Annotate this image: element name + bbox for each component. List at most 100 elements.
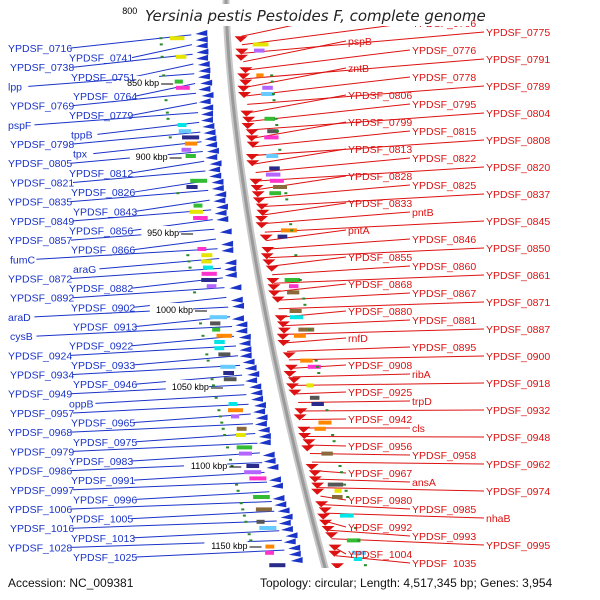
label-connector-right xyxy=(242,31,485,54)
label-connector-right xyxy=(281,319,411,327)
forward-gene-arrow xyxy=(221,247,234,253)
label-connector-right xyxy=(318,487,485,492)
cog-block xyxy=(201,278,217,282)
gene-label-left: oppB xyxy=(69,398,94,410)
green-tick xyxy=(274,117,278,120)
label-connector-left xyxy=(70,189,209,203)
gene-label-right: YPDSF_0825 xyxy=(412,180,476,192)
gene-label-right: YPDSF_0776 xyxy=(412,45,476,57)
gene-label-right: YPDSF_0778 xyxy=(412,72,476,84)
cog-block xyxy=(289,309,302,313)
label-connector-right xyxy=(259,184,411,199)
reverse-gene-arrow xyxy=(297,426,311,433)
gene-label-left: YPDSF_0946 xyxy=(73,379,137,391)
cog-block xyxy=(265,550,274,555)
label-connector-right xyxy=(283,328,485,335)
forward-gene-arrow xyxy=(266,464,279,470)
label-connector-left xyxy=(34,112,199,126)
gene-label-right: pspB xyxy=(348,36,372,48)
label-connector-right xyxy=(243,40,347,63)
gene-label-left: YPDSF_0983 xyxy=(69,456,133,468)
footer-backdrop xyxy=(0,568,600,600)
label-connector-right xyxy=(247,85,485,105)
gene-label-left: YPDSF_1016 xyxy=(10,523,74,535)
reverse-gene-arrow xyxy=(238,92,252,98)
reverse-gene-arrow xyxy=(298,433,312,439)
label-connector-left xyxy=(131,510,275,520)
reverse-gene-arrow xyxy=(325,532,339,539)
cog-block xyxy=(223,371,235,375)
reverse-gene-arrow xyxy=(277,327,291,334)
reverse-gene-arrow xyxy=(255,203,269,210)
forward-gene-arrow xyxy=(278,519,291,526)
cog-block xyxy=(220,364,236,369)
gene-label-left: YPDSF_0826 xyxy=(71,187,135,199)
reverse-gene-arrow xyxy=(311,482,325,489)
green-tick xyxy=(314,359,318,362)
green-tick xyxy=(338,465,342,467)
forward-gene-arrow xyxy=(224,259,237,266)
green-tick xyxy=(159,43,163,46)
gene-label-right: YPDSF_0845 xyxy=(486,216,550,228)
cog-block xyxy=(269,166,280,171)
cog-block xyxy=(331,495,343,499)
green-tick xyxy=(249,539,253,542)
cog-block xyxy=(267,129,279,134)
gene-label-right: YPDSF_1004 xyxy=(348,549,412,561)
green-tick xyxy=(270,80,274,83)
label-connector-left xyxy=(70,462,263,472)
label-connector-right xyxy=(316,478,411,483)
reverse-gene-arrow xyxy=(240,110,254,117)
label-connector-right xyxy=(253,139,485,156)
green-tick xyxy=(206,359,210,362)
reverse-gene-arrow xyxy=(245,129,259,136)
cog-block xyxy=(252,42,269,47)
label-connector-left xyxy=(34,306,229,318)
gene-label-left: YPDSF_0856 xyxy=(69,225,133,237)
reverse-gene-arrow xyxy=(265,265,279,272)
gene-label-left: YPDSF_0857 xyxy=(8,235,72,247)
gene-label-right: YPDSF_0775 xyxy=(486,27,550,39)
green-tick xyxy=(235,483,239,486)
forward-gene-arrow xyxy=(205,141,218,148)
green-tick xyxy=(290,229,294,232)
label-connector-left xyxy=(135,374,243,385)
gene-label-left: tppB xyxy=(71,129,93,141)
label-connector-left xyxy=(135,491,270,500)
gene-label-left: YPDSF_0997 xyxy=(10,485,74,497)
green-tick xyxy=(275,124,279,126)
green-tick xyxy=(271,93,275,95)
green-tick xyxy=(159,37,163,40)
label-connector-right xyxy=(256,166,485,182)
label-connector-right xyxy=(241,22,411,46)
label-connector-right xyxy=(294,382,485,386)
reverse-gene-arrow xyxy=(260,253,274,260)
forward-gene-arrow xyxy=(244,364,257,371)
label-connector-right xyxy=(326,521,347,528)
cog-block xyxy=(177,123,187,127)
cog-block xyxy=(175,54,187,59)
label-connector-right xyxy=(335,555,411,564)
green-tick xyxy=(236,489,240,492)
gene-label-left: YPDSF_0991 xyxy=(71,475,135,487)
reverse-gene-arrow xyxy=(267,284,281,291)
cog-block xyxy=(280,228,297,233)
label-connector-right xyxy=(276,292,411,301)
green-tick xyxy=(164,99,168,102)
gene-label-left: YPDSF_0934 xyxy=(10,370,74,382)
label-connector-right xyxy=(287,346,411,352)
forward-gene-arrow xyxy=(231,315,244,322)
cog-block xyxy=(254,48,265,53)
label-connector-left xyxy=(131,44,193,59)
forward-gene-arrow xyxy=(277,507,290,514)
green-tick xyxy=(211,384,215,387)
gene-label-right: YPDSF_0846 xyxy=(412,234,476,246)
gene-label-left: YPDSF_0798 xyxy=(10,139,74,151)
cog-block xyxy=(300,358,313,363)
forward-gene-arrow xyxy=(230,296,243,303)
forward-gene-arrow xyxy=(221,240,234,247)
cog-block xyxy=(351,550,366,555)
reverse-gene-arrow xyxy=(294,408,308,415)
gene-label-right: YPDSF_0861 xyxy=(486,270,550,282)
